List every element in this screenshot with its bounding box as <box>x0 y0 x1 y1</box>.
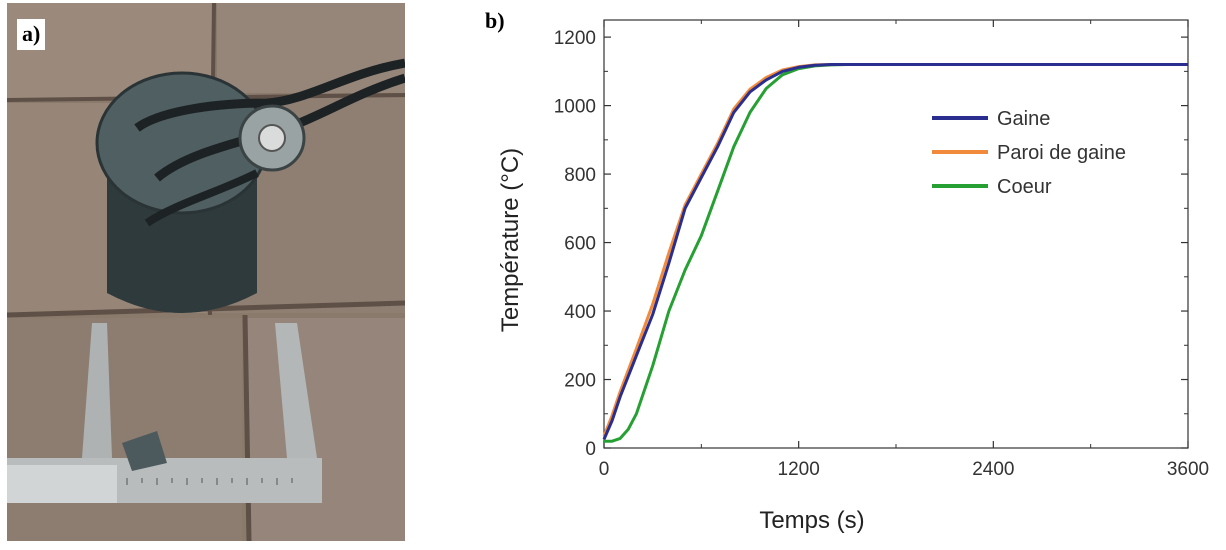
cap-bolt <box>258 124 286 152</box>
series-line-coeur <box>604 63 1188 443</box>
y-tick-label: 200 <box>564 371 596 392</box>
sample-fragment <box>122 431 167 471</box>
plot-border <box>603 19 1189 449</box>
legend-entry: Gaine <box>997 108 1050 130</box>
y-tick-label: 1000 <box>554 97 596 118</box>
x-axis-label: Temps (s) <box>759 507 864 534</box>
caliper-jaw <box>82 323 112 458</box>
floor-tile <box>247 318 405 541</box>
cable <box>144 169 259 227</box>
series-line-gaine <box>602 63 1188 440</box>
x-tick-label: 1200 <box>778 459 820 480</box>
temperature-chart: 0 200 400 600 800 1000 1200 0 1200 2400 3600 Gaine… <box>497 19 1209 534</box>
y-tick-label: 800 <box>564 165 596 186</box>
tick-labels: 0 200 400 600 800 1000 1200 0 1200 2400 3600 <box>554 28 1209 480</box>
caliper-jaw <box>275 323 317 458</box>
floor-tile <box>7 318 242 541</box>
panel-a-label: a) <box>17 19 46 50</box>
panel-b-label: b) <box>485 8 505 33</box>
chart-panel: b) 0 200 400 600 800 1000 1200 0 1200 2400 3600 Ga… <box>470 0 1226 545</box>
y-tick-label: 600 <box>564 234 596 255</box>
tile-joint <box>242 314 252 542</box>
series-line-paroi-de-gaine <box>602 63 1188 437</box>
y-tick-label: 400 <box>564 302 596 323</box>
legend-entry: Paroi de gaine <box>997 142 1126 164</box>
cable <box>134 58 406 132</box>
crucible-photo <box>6 2 407 542</box>
y-tick-label: 0 <box>585 439 596 460</box>
x-tick-label: 3600 <box>1167 459 1209 480</box>
floor-tile <box>217 3 405 93</box>
x-tick-label: 0 <box>599 459 610 480</box>
x-tick-label: 2400 <box>972 459 1014 480</box>
y-tick-label: 1200 <box>554 28 596 49</box>
series-layer <box>602 63 1188 443</box>
y-axis-label: Température (°C) <box>497 148 524 332</box>
legend: Gaine Paroi de gaine Coeur <box>932 108 1126 198</box>
legend-entry: Coeur <box>997 176 1052 198</box>
photo-panel: a) <box>6 2 407 542</box>
plot-frame <box>603 19 1189 449</box>
caliper-slider <box>7 465 117 503</box>
caliper-scale <box>126 478 293 485</box>
